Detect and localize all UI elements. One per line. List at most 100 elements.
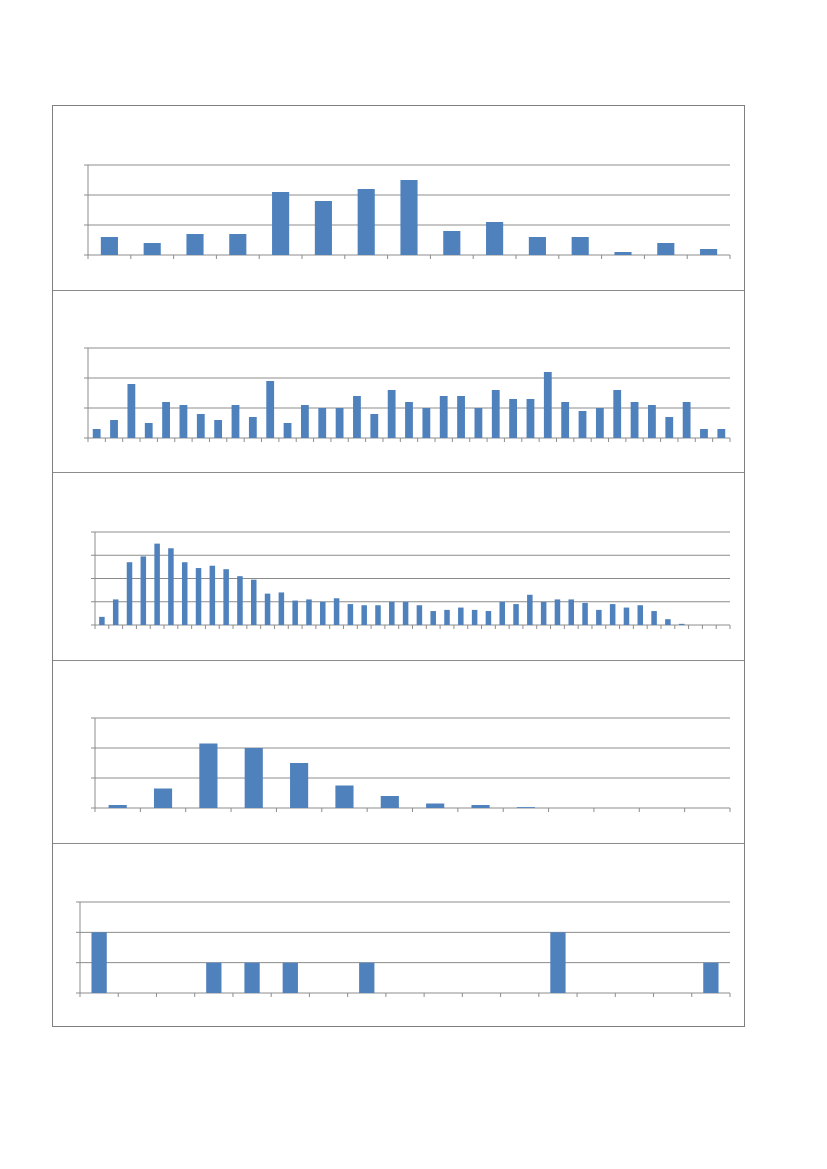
bar (540, 601, 547, 625)
bar (126, 562, 133, 625)
bar (486, 222, 504, 255)
bar (422, 408, 431, 438)
bar (112, 599, 119, 625)
bar (250, 579, 257, 625)
bar (92, 429, 101, 438)
bar (306, 599, 312, 625)
bar (195, 568, 202, 625)
bar (110, 420, 118, 438)
bar (335, 408, 344, 438)
bar (320, 601, 326, 625)
bar (264, 593, 271, 625)
bar (153, 788, 173, 808)
bar (237, 576, 243, 625)
bar (527, 594, 533, 625)
bar (528, 237, 546, 255)
bar (609, 604, 616, 625)
bar (357, 189, 375, 255)
chart-4 (91, 717, 731, 812)
bar (458, 607, 464, 625)
bar (100, 237, 118, 255)
panel-divider (53, 472, 744, 473)
bar (127, 384, 136, 438)
bar (272, 192, 290, 255)
bar (179, 405, 188, 438)
bar (231, 405, 240, 438)
bar (318, 408, 327, 438)
bar (209, 565, 216, 625)
bar (657, 243, 675, 255)
bar (717, 429, 726, 438)
bar (596, 609, 602, 625)
bar (630, 402, 639, 438)
bar (665, 417, 674, 438)
bar (353, 396, 361, 438)
bar (430, 611, 436, 625)
bar (140, 556, 147, 625)
bar (375, 605, 381, 625)
bar (229, 234, 247, 255)
bar (91, 932, 107, 993)
bar (108, 805, 127, 808)
bar (439, 396, 448, 438)
bar (700, 249, 718, 255)
bar (665, 619, 671, 625)
bar (682, 402, 691, 438)
bar (648, 405, 656, 438)
bar (99, 616, 105, 625)
bar (471, 609, 478, 625)
bar (651, 611, 657, 625)
bar (703, 962, 719, 993)
bar (543, 372, 552, 438)
bar (491, 390, 500, 438)
bar (162, 402, 170, 438)
bar (526, 399, 535, 438)
bar (485, 611, 492, 625)
bar (244, 748, 263, 808)
bar (678, 623, 685, 625)
bar (181, 562, 188, 625)
bar (154, 543, 160, 625)
bar (554, 599, 561, 625)
bar (426, 803, 445, 808)
bar (595, 408, 604, 438)
bar (474, 408, 483, 438)
bar (509, 399, 518, 438)
bar (282, 962, 298, 993)
bar (168, 548, 174, 625)
bar (370, 414, 379, 438)
panel-divider (53, 843, 744, 844)
bar (283, 423, 292, 438)
bar (387, 390, 396, 438)
chart-2 (84, 347, 731, 442)
bar (333, 598, 340, 625)
bar (471, 805, 490, 808)
bar (614, 252, 632, 255)
bar (571, 237, 589, 255)
bar (613, 390, 622, 438)
bar (144, 423, 153, 438)
bar (292, 600, 298, 625)
panel-divider (53, 290, 744, 291)
chart-3 (91, 531, 731, 629)
chart-frame (52, 105, 745, 1027)
bar (568, 599, 575, 625)
bar (516, 807, 535, 808)
panel-divider (53, 660, 744, 661)
bar (582, 602, 588, 625)
bar (457, 396, 465, 438)
bar (361, 605, 367, 625)
bar (335, 785, 354, 808)
bar (199, 743, 218, 808)
bar (389, 601, 395, 625)
bar (347, 604, 354, 625)
bar (578, 411, 587, 438)
bar (623, 607, 630, 625)
chart-5 (76, 901, 731, 997)
bar (290, 763, 309, 808)
bar (314, 201, 332, 255)
bar (196, 414, 205, 438)
bar (214, 420, 223, 438)
bar (143, 243, 161, 255)
